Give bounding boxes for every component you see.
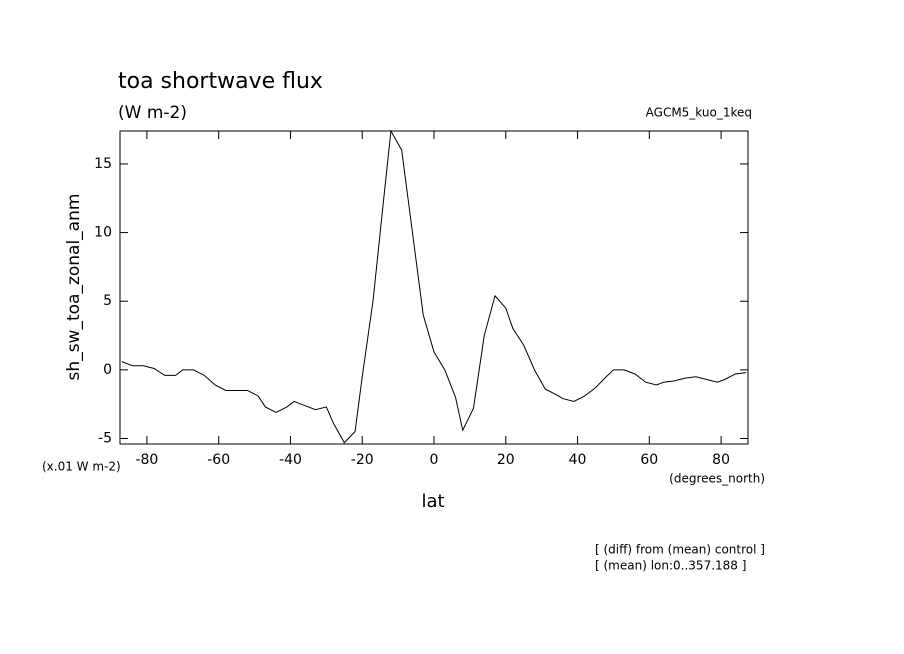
y-tick-label: -5: [98, 431, 112, 447]
note: [ (diff) from (mean) control ]: [595, 543, 765, 557]
x-tick-label: 0: [430, 452, 439, 468]
annotation: AGCM5_kuo_1keq: [646, 106, 752, 120]
y-tick-label: 15: [94, 156, 112, 172]
data-line: [121, 129, 747, 444]
x-tick-label: 60: [640, 452, 658, 468]
x-tick-label: -60: [207, 452, 230, 468]
y-units: (x.01 W m-2): [42, 460, 121, 474]
x-units: (degrees_north): [669, 472, 765, 486]
x-tick-label: 40: [569, 452, 587, 468]
x-axis-label: lat: [421, 491, 444, 512]
y-tick-label: 5: [103, 293, 112, 309]
x-tick-label: 80: [712, 452, 730, 468]
x-tick-label: -80: [135, 452, 158, 468]
x-tick-label: -20: [351, 452, 374, 468]
y-tick-label: 0: [103, 362, 112, 378]
plot-frame: [119, 130, 749, 445]
y-tick-label: 10: [94, 225, 112, 241]
chart-title: toa shortwave flux: [118, 69, 323, 94]
x-tick-label: 20: [497, 452, 515, 468]
y-axis-label: sh_sw_toa_zonal_anm: [64, 194, 84, 381]
note: [ (mean) lon:0..357.188 ]: [595, 559, 746, 573]
x-tick-label: -40: [279, 452, 302, 468]
chart-subtitle: (W m-2): [118, 103, 187, 123]
